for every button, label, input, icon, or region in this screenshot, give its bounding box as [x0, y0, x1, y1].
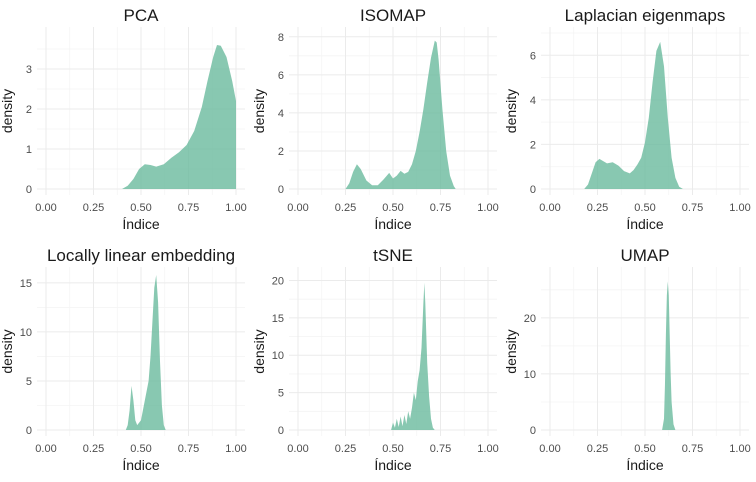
x-axis-label: Índice [626, 457, 664, 473]
density-area [125, 274, 166, 430]
x-tick-label: 0.75 [430, 202, 451, 214]
x-axis-label: Índice [374, 457, 412, 473]
x-tick-label: 0.75 [178, 443, 199, 455]
y-tick-label: 20 [272, 275, 284, 287]
x-tick-label: 0.75 [430, 443, 451, 455]
facet-2: 0.00 0.25 0.50 0.75 1.00 0 2 4 6 8 ISOMAP Índice den… [251, 6, 499, 232]
y-axis-label: density [0, 329, 15, 373]
y-tick-label: 0 [26, 425, 32, 437]
facet-1: 0.00 0.25 0.50 0.75 1.00 0 1 2 3 PCA Índice density [0, 6, 247, 232]
y-tick-label: 2 [26, 104, 32, 116]
x-axis-label: Índice [122, 457, 160, 473]
x-tick-label: 0.25 [335, 202, 356, 214]
x-tick-label: 1.00 [225, 443, 246, 455]
y-tick-label: 0 [278, 425, 284, 437]
x-tick-label: 0.25 [83, 202, 104, 214]
x-axis-label: Índice [122, 216, 160, 232]
y-tick-label: 6 [530, 50, 536, 62]
x-tick-label: 0.50 [382, 443, 403, 455]
y-tick-label: 0 [26, 184, 32, 196]
y-tick-label: 5 [278, 388, 284, 400]
x-tick-label: 1.00 [729, 202, 750, 214]
x-tick-label: 0.00 [539, 202, 560, 214]
x-tick-label: 0.75 [682, 443, 703, 455]
y-tick-label: 15 [272, 313, 284, 325]
x-tick-label: 1.00 [729, 443, 750, 455]
x-tick-label: 0.00 [35, 202, 56, 214]
x-tick-label: 1.00 [477, 202, 498, 214]
y-tick-label: 8 [278, 32, 284, 44]
x-tick-label: 0.50 [634, 202, 655, 214]
x-tick-label: 0.75 [178, 202, 199, 214]
density-area [584, 41, 683, 189]
x-tick-label: 0.00 [35, 443, 56, 455]
facet-3: 0.00 0.25 0.50 0.75 1.00 0 2 4 6 Laplacian eigenm… [503, 6, 751, 232]
y-tick-label: 5 [26, 376, 32, 388]
facet-4: 0.00 0.25 0.50 0.75 1.00 0 5 10 15 Locally linear… [0, 246, 247, 473]
x-tick-label: 1.00 [477, 443, 498, 455]
y-tick-label: 20 [524, 313, 536, 325]
panel-title: Locally linear embedding [47, 246, 235, 265]
y-tick-label: 2 [278, 146, 284, 158]
panel-title: Laplacian eigenmaps [565, 6, 726, 25]
y-axis-label: density [251, 89, 267, 133]
density-area [391, 282, 435, 430]
x-tick-label: 0.25 [587, 443, 608, 455]
x-tick-label: 0.50 [382, 202, 403, 214]
x-tick-label: 0.00 [287, 443, 308, 455]
x-tick-label: 1.00 [225, 202, 246, 214]
x-axis-label: Índice [374, 216, 412, 232]
x-axis-label: Índice [626, 216, 664, 232]
y-tick-label: 0 [530, 184, 536, 196]
y-tick-label: 4 [530, 95, 536, 107]
y-tick-label: 10 [524, 369, 536, 381]
y-tick-label: 2 [530, 139, 536, 151]
y-tick-label: 10 [20, 327, 32, 339]
y-axis-label: density [0, 89, 15, 133]
density-area [345, 40, 456, 189]
facet-5: 0.00 0.25 0.50 0.75 1.00 0 5 10 15 20 tSNE Índice de… [251, 246, 499, 473]
x-tick-label: 0.00 [287, 202, 308, 214]
panel-title: UMAP [620, 246, 669, 265]
x-tick-label: 0.75 [682, 202, 703, 214]
panel-title: PCA [124, 6, 160, 25]
y-tick-label: 0 [530, 425, 536, 437]
y-axis-label: density [503, 329, 519, 373]
x-tick-label: 0.25 [587, 202, 608, 214]
x-tick-label: 0.25 [83, 443, 104, 455]
x-tick-label: 0.50 [130, 202, 151, 214]
y-tick-label: 6 [278, 70, 284, 82]
y-tick-label: 10 [272, 350, 284, 362]
panel-title: ISOMAP [360, 6, 426, 25]
facet-6: 0.00 0.25 0.50 0.75 1.00 0 10 20 UMAP Índice densi… [503, 246, 751, 473]
y-axis-label: density [251, 329, 267, 373]
y-tick-label: 0 [278, 184, 284, 196]
y-tick-label: 1 [26, 144, 32, 156]
x-tick-label: 0.50 [130, 443, 151, 455]
y-tick-label: 4 [278, 108, 284, 120]
x-tick-label: 0.25 [335, 443, 356, 455]
x-tick-label: 0.50 [634, 443, 655, 455]
density-area [122, 45, 236, 189]
y-tick-label: 3 [26, 64, 32, 76]
y-tick-label: 15 [20, 278, 32, 290]
density-area [662, 281, 676, 430]
panel-title: tSNE [373, 246, 413, 265]
x-tick-label: 0.00 [539, 443, 560, 455]
y-axis-label: density [503, 89, 519, 133]
